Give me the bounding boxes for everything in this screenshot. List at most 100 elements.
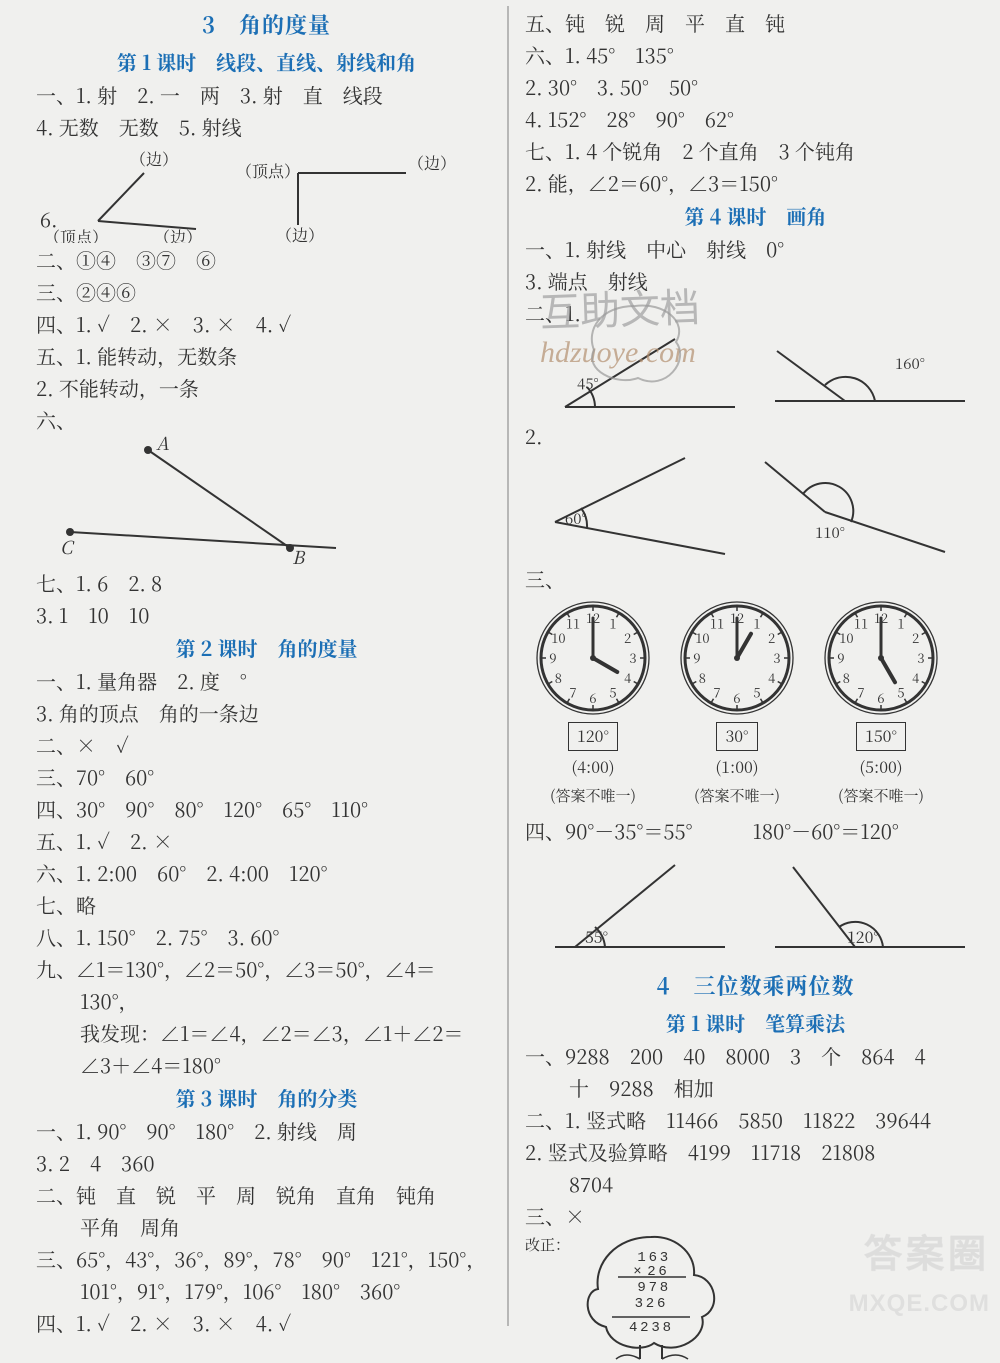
section-4-title: 4 三位数乘两位数	[525, 969, 986, 1003]
left-column: 3 角的度量 第 1 课时 线段、直线、射线和角 一、1. 射 2. 一 两 3…	[36, 6, 503, 1326]
svg-text:5: 5	[609, 683, 616, 702]
text-line: 二、①④ ③⑦ ⑥	[36, 244, 497, 275]
text-line: 平角 周角	[36, 1211, 497, 1242]
text-line: 一、1. 90° 90° 180° 2. 射线 周	[36, 1115, 497, 1146]
svg-text:8: 8	[699, 668, 706, 687]
triangle-abc: A C B	[36, 436, 356, 566]
lesson-3-title: 第 3 课时 角的分类	[36, 1082, 497, 1113]
clock-icon: 123456789101112	[677, 598, 797, 718]
text-line: 二、1.	[525, 297, 986, 328]
svg-text:6: 6	[733, 688, 740, 707]
label-edge: （边）	[408, 151, 456, 174]
clock-time: (1:00)	[715, 755, 758, 780]
angle-label: 45°	[577, 373, 599, 394]
text-line: 六、1. 2:00 60° 2. 4:00 120°	[36, 857, 497, 888]
lesson-4-title: 第 4 课时 画角	[525, 200, 986, 231]
svg-text:8: 8	[843, 668, 850, 687]
text-line: 3. 2 4 360	[36, 1147, 497, 1178]
angle-label: 55°	[585, 925, 608, 948]
text-line: 三、②④⑥	[36, 276, 497, 307]
svg-text:5: 5	[753, 683, 760, 702]
text-line: 十 9288 相加	[525, 1072, 986, 1103]
text-line: 八、1. 150° 2. 75° 3. 60°	[36, 921, 497, 952]
tree-label: 改正：	[525, 1233, 570, 1256]
svg-text:6: 6	[877, 688, 884, 707]
text-line: 九、∠1＝130°，∠2＝50°，∠3＝50°，∠4＝	[36, 953, 497, 984]
svg-text:4 2 3 8: 4 2 3 8	[629, 1320, 671, 1336]
angle-diagram-1: 45° 160°	[525, 329, 975, 419]
svg-text:2: 2	[768, 628, 775, 647]
text-line: 2. 不能转动，一条	[36, 372, 497, 403]
tree-icon: 1 6 3× 2 6 9 7 83 2 64 2 3 8	[576, 1233, 726, 1363]
angle-figures: 55° 120°	[525, 847, 975, 967]
lesson-4-1-title: 第 1 课时 笔算乘法	[525, 1007, 986, 1038]
section-3-title: 3 角的度量	[36, 8, 497, 42]
right-column: 五、钝 锐 周 平 直 钝 六、1. 45° 135° 2. 30° 3. 50…	[515, 6, 992, 1326]
text-line: 2.	[525, 420, 986, 451]
clock-note: (答案不唯一)	[694, 784, 780, 807]
clock-degree: 150°	[856, 722, 906, 751]
text-line: 二、钝 直 锐 平 周 锐角 直角 钝角	[36, 1179, 497, 1210]
text-line: 四、1. ✓ 2. × 3. × 4. ✓	[36, 1307, 497, 1338]
text-line: 101°，91°，179°，106° 180° 360°	[36, 1275, 497, 1306]
clock-unit: 123456789101112120°(4:00)(答案不唯一)	[533, 598, 653, 807]
text-line: 一、9288 200 40 8000 3 个 864 4	[525, 1040, 986, 1071]
tree-calc-lines: 1 6 3× 2 6 9 7 83 2 64 2 3 8	[629, 1250, 671, 1336]
text-line: 三、	[525, 563, 986, 594]
svg-text:4: 4	[912, 668, 919, 687]
svg-text:4: 4	[624, 668, 631, 687]
text-line: 五、钝 锐 周 平 直 钝	[525, 7, 986, 38]
text-line: 3. 角的顶点 角的一条边	[36, 697, 497, 728]
lesson-2-title: 第 2 课时 角的度量	[36, 632, 497, 663]
angle-diagram-2: 60° 110°	[525, 452, 975, 562]
svg-text:10: 10	[551, 628, 565, 647]
angle-label: 120°	[847, 925, 879, 948]
svg-text:3 2 6: 3 2 6	[635, 1296, 666, 1312]
svg-text:3: 3	[773, 648, 780, 667]
text-line: 七、1. 4 个锐角 2 个直角 3 个钝角	[525, 135, 986, 166]
text-line: 三、65°，43°，36°，89°，78° 90° 121°，150°，	[36, 1243, 497, 1274]
text-line: 四、1. ✓ 2. × 3. × 4. ✓	[36, 308, 497, 339]
svg-text:1: 1	[753, 613, 760, 632]
angle-label: 160°	[895, 353, 925, 374]
svg-text:11: 11	[566, 613, 580, 632]
text-line: 七、略	[36, 889, 497, 920]
text-line: 4. 无数 无数 5. 射线	[36, 111, 497, 142]
clock-degree: 30°	[716, 722, 757, 751]
clock-icon: 123456789101112	[821, 598, 941, 718]
label-edge: （边）	[276, 223, 324, 243]
svg-text:5: 5	[897, 683, 904, 702]
clock-time: (4:00)	[571, 755, 614, 780]
clock-icon: 123456789101112	[533, 598, 653, 718]
clock-row: 123456789101112120°(4:00)(答案不唯一)12345678…	[533, 598, 986, 807]
svg-text:7: 7	[713, 683, 720, 702]
column-divider	[507, 6, 509, 1326]
correction-tree: 改正： 1 6 3× 2 6 9 7 83 2 64 2 3 8	[525, 1233, 986, 1363]
text-line: 2. 竖式及验算略 4199 11718 21808	[525, 1136, 986, 1167]
clock-note: (答案不唯一)	[838, 784, 924, 807]
text-line: 3. 1 10 10	[36, 599, 497, 630]
label-edge: （边）	[154, 225, 202, 243]
svg-text:3: 3	[629, 648, 636, 667]
svg-text:6: 6	[589, 688, 596, 707]
svg-text:9 7 8: 9 7 8	[632, 1280, 668, 1296]
text-line: 一、1. 量角器 2. 度 °	[36, 665, 497, 696]
svg-text:10: 10	[839, 628, 853, 647]
svg-text:9: 9	[549, 648, 556, 667]
text-line: 130°，	[36, 985, 497, 1016]
clock-unit: 123456789101112 150° (5:00) (答案不唯一)	[821, 598, 941, 807]
text-line: 六、	[36, 404, 497, 435]
svg-text:8: 8	[555, 668, 562, 687]
text-line: 五、1. 能转动，无数条	[36, 340, 497, 371]
clock-time: (5:00)	[859, 755, 902, 780]
text-line: 我发现：∠1＝∠4，∠2＝∠3，∠1＋∠2＝	[36, 1017, 497, 1048]
text-line: 五、1. ✓ 2. ×	[36, 825, 497, 856]
angle-label: 60°	[565, 508, 587, 529]
clock-unit: 123456789101112 30° (1:00) (答案不唯一)	[677, 598, 797, 807]
text-line: 2. 能，∠2＝60°，∠3＝150°	[525, 167, 986, 198]
label-vertex: （顶点）	[236, 159, 300, 182]
clock-degree: 120°	[568, 722, 618, 751]
svg-text:7: 7	[569, 683, 576, 702]
lesson-1-title: 第 1 课时 线段、直线、射线和角	[36, 46, 497, 77]
text-line: 三、70° 60°	[36, 761, 497, 792]
